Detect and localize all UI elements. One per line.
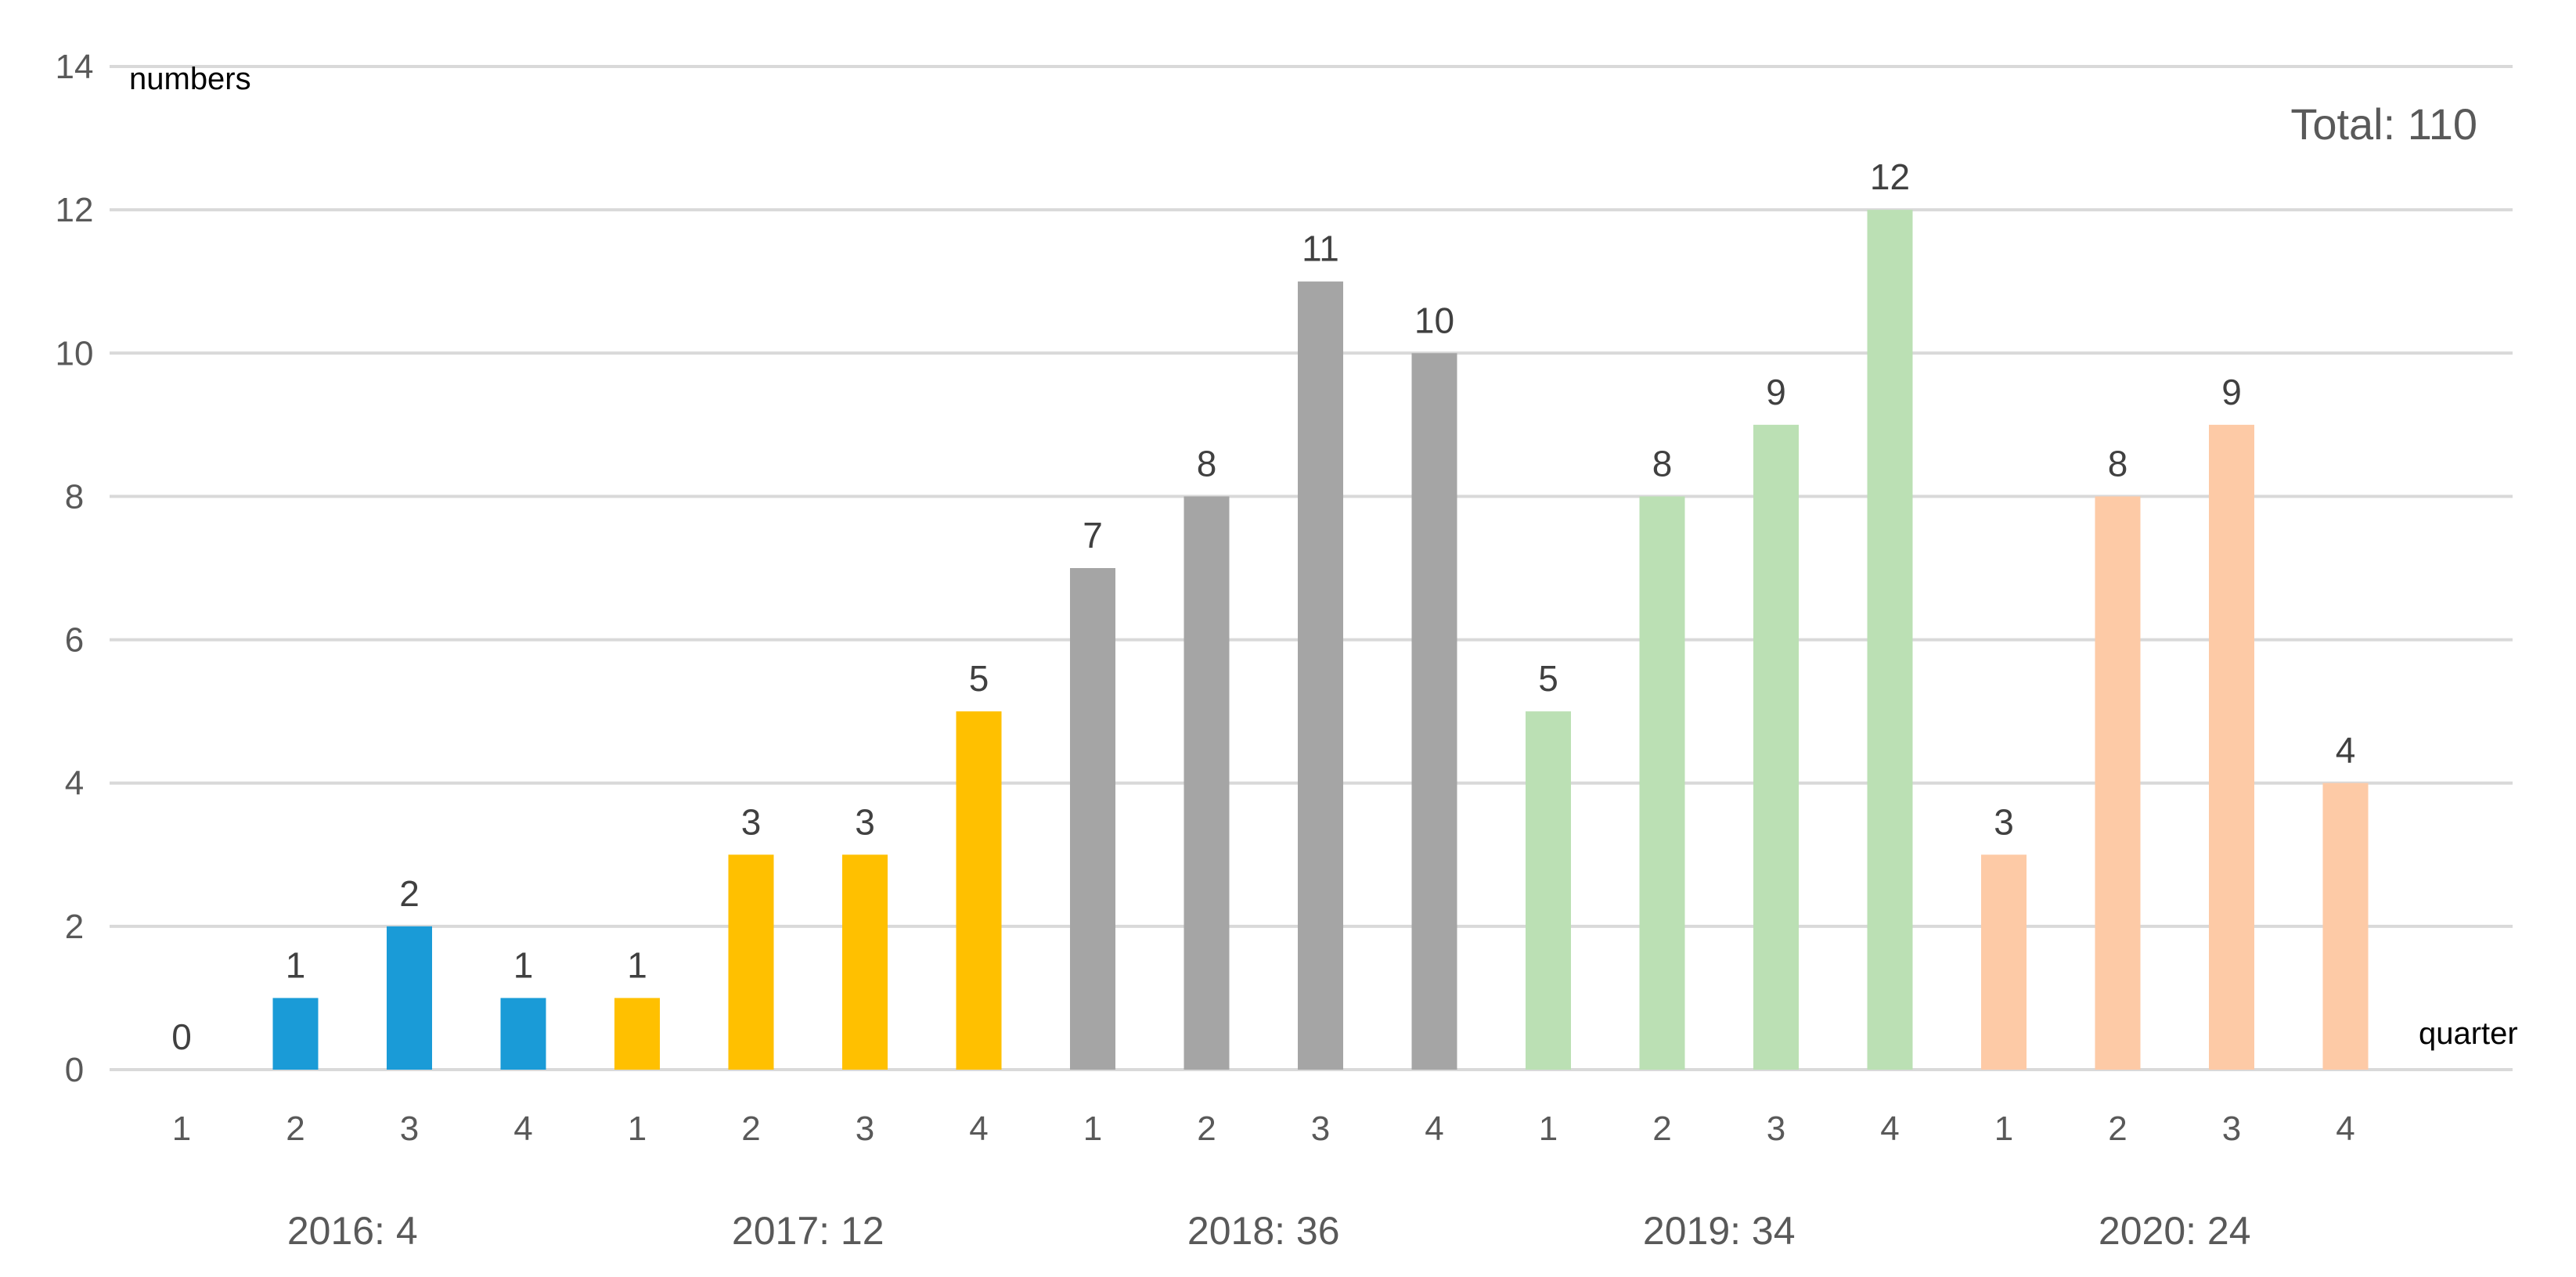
year-group-label: 2018: 36: [1187, 1209, 1340, 1253]
bar: [2322, 782, 2369, 1070]
bars: [272, 210, 2369, 1070]
bar: [1526, 711, 1571, 1070]
data-label: 8: [1652, 443, 1673, 484]
x-tick-label: 4: [513, 1110, 532, 1148]
x-tick-label: 3: [856, 1110, 874, 1148]
bar: [500, 998, 546, 1070]
bar: [614, 998, 660, 1070]
x-tick-label: 2: [1652, 1110, 1671, 1148]
data-label: 3: [741, 801, 762, 842]
bar: [956, 711, 1002, 1070]
x-tick-label: 2: [741, 1110, 760, 1148]
x-tick-label: 4: [1425, 1110, 1443, 1148]
x-axis-title: quarter: [2419, 1016, 2518, 1051]
data-label: 4: [2336, 730, 2356, 771]
data-label: 9: [2221, 372, 2242, 412]
x-tick-label: 4: [969, 1110, 988, 1148]
total-annotation: Total: 110: [2290, 99, 2477, 149]
bar: [1639, 496, 1685, 1070]
x-tick-label: 4: [1880, 1110, 1899, 1148]
bar: [842, 854, 888, 1070]
bar: [272, 998, 319, 1070]
y-tick-label: 6: [65, 621, 84, 660]
bar: [1411, 353, 1457, 1070]
y-axis-ticks: 0 2 4 6 8 10 12 14: [56, 48, 94, 1089]
bar: [728, 854, 774, 1070]
bar: [1867, 210, 1913, 1070]
year-group-label: 2020: 24: [2099, 1209, 2251, 1253]
x-tick-label: 1: [628, 1110, 647, 1148]
y-tick-label: 4: [65, 764, 84, 803]
bar: [1070, 568, 1115, 1070]
x-tick-label: 1: [1539, 1110, 1558, 1148]
y-tick-label: 14: [56, 48, 94, 86]
year-group-labels: 2016: 4 2017: 12 2018: 36 2019: 34 2020: 24: [287, 1209, 2251, 1253]
data-label: 1: [513, 944, 534, 985]
data-label: 3: [855, 801, 875, 842]
y-tick-label: 10: [56, 334, 94, 372]
y-tick-label: 2: [65, 908, 84, 946]
bar: [1184, 496, 1230, 1070]
data-label: 5: [969, 658, 989, 699]
data-label: 11: [1302, 228, 1339, 269]
data-label: 2: [399, 873, 420, 914]
y-tick-label: 12: [56, 191, 94, 229]
x-tick-label: 2: [1197, 1110, 1216, 1148]
bar: [1981, 854, 2027, 1070]
data-label: 9: [1766, 372, 1786, 412]
data-label: 7: [1083, 515, 1103, 556]
year-group-label: 2016: 4: [287, 1209, 418, 1253]
data-label: 0: [171, 1016, 192, 1057]
data-label: 5: [1538, 658, 1558, 699]
bar: [2095, 496, 2141, 1070]
year-group-label: 2017: 12: [732, 1209, 884, 1253]
bar: [1298, 281, 1343, 1070]
x-tick-label: 3: [1767, 1110, 1785, 1148]
x-tick-label: 2: [2108, 1110, 2127, 1148]
data-label: 1: [286, 944, 306, 985]
y-tick-label: 8: [65, 477, 84, 516]
data-label: 8: [1197, 443, 1217, 484]
x-tick-label: 3: [1311, 1110, 1330, 1148]
data-label: 12: [1870, 156, 1910, 197]
x-tick-label: 3: [400, 1110, 419, 1148]
data-label: 1: [627, 944, 647, 985]
bar: [1753, 424, 1799, 1070]
data-label: 8: [2108, 443, 2128, 484]
x-tick-label: 3: [2222, 1110, 2241, 1148]
x-tick-label: 1: [172, 1110, 191, 1148]
year-group-label: 2019: 34: [1643, 1209, 1796, 1253]
y-axis-title: numbers: [129, 62, 251, 96]
x-tick-label: 1: [1994, 1110, 2013, 1148]
data-label: 3: [1994, 801, 2014, 842]
data-label: 10: [1414, 300, 1454, 340]
x-tick-label: 1: [1083, 1110, 1102, 1148]
y-tick-label: 0: [65, 1051, 84, 1089]
x-tick-label: 4: [2336, 1110, 2354, 1148]
x-tick-label: 2: [286, 1110, 304, 1148]
x-axis-ticks: 1 2 3 4 1 2 3 4 1 2 3 4 1 2 3 4 1 2 3 4: [172, 1110, 2355, 1148]
bar: [387, 926, 432, 1070]
bar: [2209, 424, 2254, 1070]
